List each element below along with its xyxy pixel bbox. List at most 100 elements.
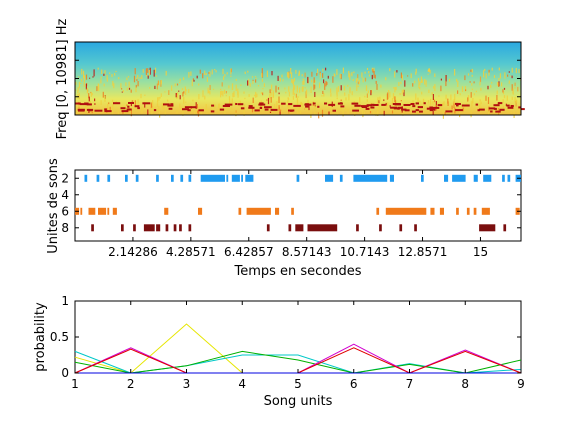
spectrogram-cell [205, 73, 207, 76]
spectrogram-cell [305, 91, 307, 99]
spectrogram-cell [412, 110, 416, 113]
spectrogram-cell [401, 74, 403, 81]
spectrogram-cell [190, 71, 192, 76]
spectrogram-cell [345, 107, 347, 111]
spectrogram-cell [298, 72, 300, 76]
spectrogram-cell [272, 92, 274, 99]
units-xtick-label: 4.28571 [166, 245, 216, 259]
spectrogram-cell [412, 105, 416, 108]
spectrogram-cell [419, 87, 421, 90]
spectrogram-cell [75, 81, 77, 85]
spectrogram-cell [251, 76, 254, 78]
spectrogram-cell [520, 108, 525, 111]
spectrogram-cell [154, 67, 157, 74]
spectrogram-cell [255, 91, 257, 98]
spectrogram-cell [130, 109, 132, 117]
spectrogram-cell [279, 78, 281, 82]
spectrogram-cell [470, 110, 472, 118]
spectrogram-cell [129, 108, 131, 115]
spectrogram-cell [158, 109, 161, 114]
spectrogram-cell [432, 94, 434, 100]
spectrogram-cell [297, 109, 299, 114]
unit-segment [502, 174, 505, 182]
unit-segment [246, 207, 271, 215]
unit-segment [156, 224, 161, 232]
spectrogram-ylabel: Freq [0, 10981] Hz [55, 18, 70, 139]
spectrogram-cell [490, 84, 492, 88]
spectrogram-cell [209, 71, 211, 77]
spectrogram-cell [299, 110, 301, 114]
spectrogram-cell [104, 110, 112, 113]
unit-segment [275, 207, 280, 215]
spectrogram-cell [147, 68, 149, 73]
unit-segment [179, 224, 182, 232]
spectrogram-cell [224, 103, 233, 106]
spectrogram-cell [379, 96, 381, 102]
spectrogram-cell [140, 93, 142, 99]
spectrogram-cell [336, 97, 338, 100]
spectrogram-cell [456, 78, 458, 82]
spectrogram-cell [296, 99, 299, 106]
spectrogram-cell [262, 92, 264, 96]
spectrogram-cell [104, 70, 106, 75]
spectrogram-cell [171, 85, 173, 91]
spectrogram-cell [511, 96, 513, 100]
spectrogram-cell [93, 69, 95, 77]
spectrogram-cell [471, 100, 473, 108]
spectrogram-cell [281, 102, 286, 105]
spectrogram-cell [151, 102, 153, 108]
spectrogram-cell [343, 85, 346, 91]
unit-segment [180, 174, 184, 182]
spectrogram-cell [433, 99, 436, 103]
spectrogram-cell [103, 83, 105, 87]
probability-ytick-label: 1 [61, 294, 69, 308]
spectrogram-cell [451, 105, 453, 110]
spectrogram-cell [78, 92, 80, 100]
unit-segment [421, 174, 424, 182]
spectrogram-cell [330, 93, 332, 97]
spectrogram-cell [454, 107, 456, 114]
spectrogram-cell [380, 84, 382, 88]
spectrogram-cell [419, 81, 421, 86]
spectrogram-cell [141, 109, 143, 114]
spectrogram-cell [157, 80, 159, 85]
spectrogram-cell [137, 81, 139, 87]
spectrogram-cell [313, 83, 315, 91]
spectrogram-cell [517, 86, 519, 92]
spectrogram-cell [510, 105, 514, 107]
spectrogram-cell [327, 75, 329, 79]
unit-segment [325, 174, 334, 182]
spectrogram-cell [85, 83, 87, 90]
spectrogram-cell [230, 68, 232, 73]
unit-segment [156, 174, 159, 182]
spectrogram-cell [134, 68, 136, 75]
spectrogram-cell [301, 103, 303, 110]
spectrogram-cell [385, 102, 387, 106]
spectrogram-cell [391, 98, 394, 105]
spectrogram-cell [479, 76, 482, 83]
spectrogram-cell [160, 80, 162, 85]
spectrogram-cell [221, 82, 223, 87]
spectrogram-cell [94, 98, 96, 102]
spectrogram-cell [121, 88, 123, 90]
spectrogram-cell [261, 68, 263, 74]
spectrogram-cell [135, 77, 137, 80]
spectrogram-cell [280, 109, 282, 111]
spectrogram-cell [255, 77, 257, 79]
spectrogram-cell [507, 106, 514, 109]
spectrogram-cell [394, 71, 396, 78]
spectrogram-cell [293, 92, 295, 96]
spectrogram-cell [331, 103, 336, 106]
spectrogram-cell [175, 93, 177, 98]
spectrogram-cell [382, 109, 384, 114]
unit-segment [356, 224, 359, 232]
spectrogram-cell [196, 104, 198, 109]
spectrogram-cell [190, 107, 192, 109]
spectrogram-cell [377, 99, 379, 105]
spectrogram-cell [447, 98, 449, 104]
spectrogram-cell [284, 87, 286, 90]
spectrogram-cell [179, 103, 181, 109]
unit-segment [439, 207, 444, 215]
spectrogram-cell [111, 74, 113, 78]
